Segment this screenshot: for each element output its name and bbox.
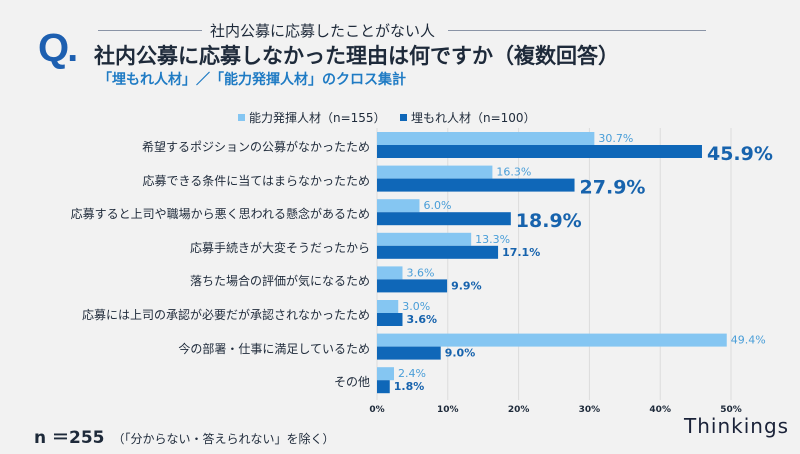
data-label: 30.7% xyxy=(598,132,633,145)
data-label: 2.4% xyxy=(398,367,426,380)
bar-light xyxy=(377,300,399,313)
category-label: その他 xyxy=(333,375,370,390)
category-label: 今の部署・仕事に満足しているため xyxy=(178,341,370,356)
data-label: 9.9% xyxy=(451,279,482,292)
x-tick-label: 40% xyxy=(649,405,671,415)
legend-item-light: 能力発揮人材（n=155） xyxy=(238,109,386,126)
x-tick-label: 30% xyxy=(579,405,601,415)
bar-dark xyxy=(377,212,511,226)
x-tick-label: 50% xyxy=(720,405,742,415)
x-tick-label: 0% xyxy=(369,405,384,415)
bar-dark xyxy=(377,178,575,192)
legend-item-dark: 埋もれ人材（n=100） xyxy=(400,109,536,126)
data-label: 16.3% xyxy=(496,166,531,179)
category-label: 希望するポジションの公募がなかったため xyxy=(141,140,370,154)
bar-dark xyxy=(377,245,499,259)
data-label: 18.9% xyxy=(516,210,582,232)
bar-dark xyxy=(377,380,390,394)
bar-dark xyxy=(377,279,448,293)
data-label: 49.4% xyxy=(731,334,766,347)
brand-logo: Thinkings xyxy=(684,414,790,438)
q-mark: Q. xyxy=(38,26,78,70)
data-label: 1.8% xyxy=(394,380,425,393)
bar-dark xyxy=(377,313,403,326)
category-label: 応募手続きが大変そうだったから xyxy=(189,240,370,255)
category-label: 応募すると上司や職場から悪く思われる懸念があるため xyxy=(70,207,370,222)
legend-label: 埋もれ人材（n=100） xyxy=(411,111,536,125)
sample-size: n ＝255 （「分からない・答えられない」を除く） xyxy=(34,423,335,448)
category-label: 応募には上司の承認が必要だが承認されなかったため xyxy=(81,308,370,322)
x-tick-label: 10% xyxy=(437,405,459,415)
bar-dark xyxy=(377,145,702,158)
n-value: n ＝255 xyxy=(34,428,105,448)
data-label: 17.1% xyxy=(502,246,540,259)
data-label: 3.0% xyxy=(402,300,430,313)
category-label: 応募できる条件に当てはまらなかったため xyxy=(142,173,370,188)
x-tick-label: 20% xyxy=(508,405,530,415)
data-label: 3.6% xyxy=(406,266,434,279)
subtitle: 社内公募に応募したことがない人 xyxy=(210,22,436,40)
data-label: 9.0% xyxy=(445,347,476,360)
legend-label: 能力発揮人材（n=155） xyxy=(249,111,386,125)
bar-light xyxy=(377,266,403,280)
bar-dark xyxy=(377,346,441,360)
data-label: 3.6% xyxy=(406,313,437,326)
n-note: （「分からない・答えられない」を除く） xyxy=(112,432,335,446)
chart-title: 社内公募に応募しなかった理由は何ですか（複数回答） xyxy=(94,44,619,68)
bar-light xyxy=(377,199,420,213)
data-label: 45.9% xyxy=(707,143,773,165)
bar-light xyxy=(377,333,727,347)
divider xyxy=(98,30,202,31)
data-label: 27.9% xyxy=(580,177,646,199)
category-label: 落ちた場合の評価が気になるため xyxy=(189,274,370,289)
cross-tab-note: 「埋もれ人材」／「能力発揮人材」のクロス集計 xyxy=(98,72,406,88)
bar-light xyxy=(377,165,493,179)
bar-light xyxy=(377,132,595,145)
data-label: 13.3% xyxy=(475,233,510,246)
data-label: 6.0% xyxy=(423,199,451,212)
divider xyxy=(448,30,706,31)
bar-light xyxy=(377,367,394,381)
bar-light xyxy=(377,232,472,246)
